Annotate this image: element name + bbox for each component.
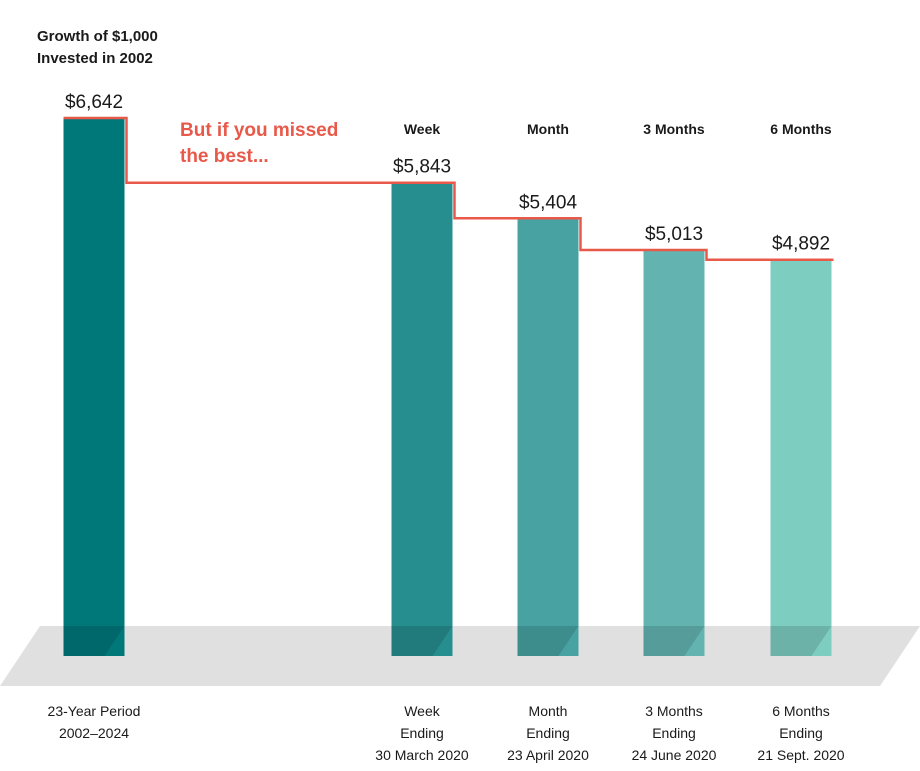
x-tick-label-1-1: Ending bbox=[400, 725, 444, 741]
x-tick-label-3-2: 24 June 2020 bbox=[632, 747, 717, 763]
bar-1 bbox=[391, 182, 453, 657]
bar-floor-shadow-3 bbox=[643, 626, 705, 656]
bar-floor-shadow-2 bbox=[517, 626, 579, 656]
bar-4 bbox=[770, 259, 832, 656]
labels-layer: $6,642 23-Year Period 2002–2024 $5,843 Week W… bbox=[48, 92, 845, 763]
bar-2 bbox=[517, 218, 579, 656]
step-line bbox=[63, 116, 834, 261]
value-label-1: $5,843 bbox=[393, 157, 451, 178]
x-tick-label-3-1: Ending bbox=[652, 725, 696, 741]
x-tick-label-1-0: Week bbox=[404, 703, 441, 719]
bar-floor-shadow-4 bbox=[770, 626, 832, 656]
x-tick-label-4-0: 6 Months bbox=[772, 703, 830, 719]
x-tick-label-1-2: 30 March 2020 bbox=[375, 747, 469, 763]
x-tick-label-0-0: 23-Year Period bbox=[48, 703, 141, 719]
bar-0 bbox=[63, 118, 125, 656]
x-tick-label-0-1: 2002–2024 bbox=[59, 725, 129, 741]
x-tick-label-2-0: Month bbox=[529, 703, 568, 719]
value-label-4: $4,892 bbox=[772, 234, 830, 255]
annotation-line2: the best... bbox=[180, 146, 269, 167]
x-tick-label-4-1: Ending bbox=[779, 725, 823, 741]
chart-title-line2: Invested in 2002 bbox=[37, 50, 153, 67]
bar-floor-shadow-0 bbox=[63, 626, 125, 656]
column-header-1: Week bbox=[404, 121, 441, 137]
x-tick-label-2-2: 23 April 2020 bbox=[507, 747, 589, 763]
bars-layer bbox=[63, 118, 832, 657]
x-tick-label-3-0: 3 Months bbox=[645, 703, 703, 719]
chart-title-line1: Growth of $1,000 bbox=[37, 28, 158, 45]
column-header-4: 6 Months bbox=[770, 121, 832, 137]
shadow-layer bbox=[63, 626, 832, 656]
value-label-0: $6,642 bbox=[65, 92, 123, 113]
x-tick-label-4-2: 21 Sept. 2020 bbox=[757, 747, 844, 763]
value-label-3: $5,013 bbox=[645, 224, 703, 245]
x-tick-label-2-1: Ending bbox=[526, 725, 570, 741]
column-header-3: 3 Months bbox=[643, 121, 705, 137]
bar-3 bbox=[643, 249, 705, 656]
bar-floor-shadow-1 bbox=[391, 626, 453, 656]
annotation-line1: But if you missed bbox=[180, 120, 338, 141]
column-header-2: Month bbox=[527, 121, 569, 137]
value-label-2: $5,404 bbox=[519, 192, 578, 213]
